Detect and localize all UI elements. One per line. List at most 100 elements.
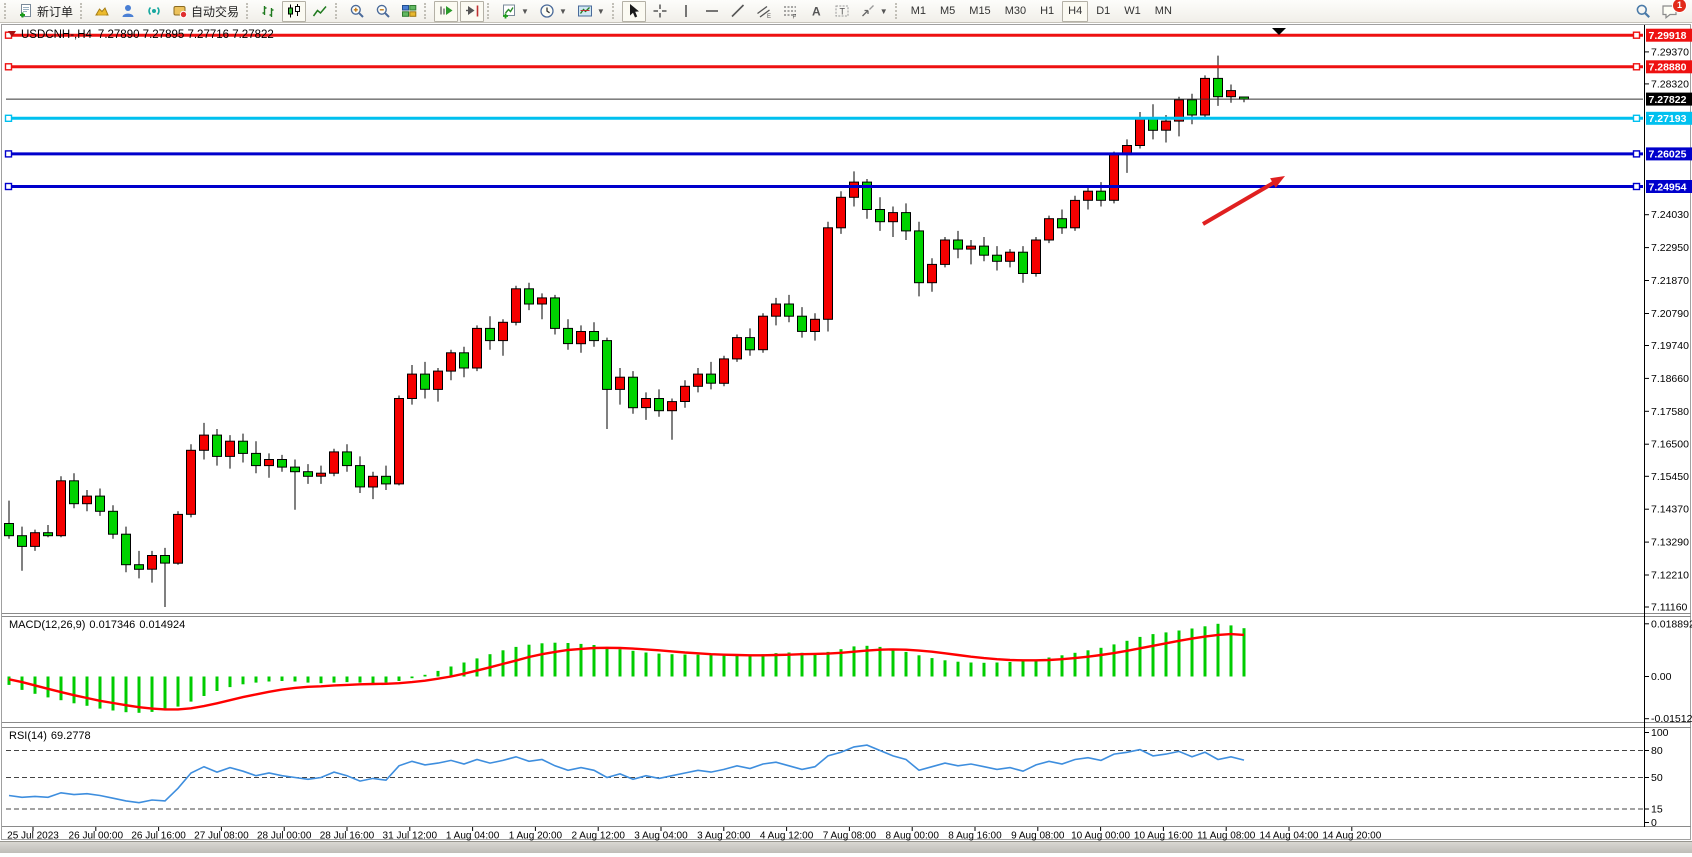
svg-text:7.17580: 7.17580 xyxy=(1651,406,1689,418)
line-chart-mode-button[interactable] xyxy=(308,1,332,22)
new-chart-icon xyxy=(501,3,517,19)
new-order-label: 新订单 xyxy=(37,3,73,20)
vertical-line-tool-button[interactable] xyxy=(674,1,698,22)
svg-text:28 Jul 16:00: 28 Jul 16:00 xyxy=(320,831,375,842)
svg-text:7.24030: 7.24030 xyxy=(1651,209,1689,221)
chart-shift-button[interactable] xyxy=(460,1,484,22)
zoom-out-button[interactable] xyxy=(371,1,395,22)
line-handle[interactable] xyxy=(6,184,12,190)
line-handle[interactable] xyxy=(1634,115,1640,121)
shapes-tool-button[interactable]: ▼ xyxy=(856,1,892,22)
tf-m30-label: M30 xyxy=(1005,5,1026,17)
toolbar-grip xyxy=(4,3,9,19)
timeframe-button-w1[interactable]: W1 xyxy=(1118,1,1147,22)
timeframe-button-h4[interactable]: H4 xyxy=(1062,1,1088,22)
svg-text:31 Jul 12:00: 31 Jul 12:00 xyxy=(383,831,438,842)
svg-text:8 Aug 00:00: 8 Aug 00:00 xyxy=(886,831,940,842)
timeframe-button-m30[interactable]: M30 xyxy=(999,1,1032,22)
fibonacci-tool-button[interactable]: F xyxy=(778,1,802,22)
timeframe-button-m1[interactable]: M1 xyxy=(905,1,932,22)
search-button[interactable] xyxy=(1631,1,1655,22)
auto-scroll-button[interactable] xyxy=(434,1,458,22)
svg-text:1 Aug 20:00: 1 Aug 20:00 xyxy=(509,831,563,842)
toolbar-grip xyxy=(895,3,900,19)
timeframe-button-m5[interactable]: M5 xyxy=(934,1,961,22)
new-order-button[interactable]: 新订单 xyxy=(14,1,77,22)
line-handle[interactable] xyxy=(1634,151,1640,157)
tf-d1-label: D1 xyxy=(1096,5,1110,17)
price-tag-7.27193: 7.27193 xyxy=(1646,112,1692,125)
trendline-tool-icon xyxy=(730,3,746,19)
svg-text:15: 15 xyxy=(1651,804,1663,816)
chevron-down-icon[interactable]: ▼ xyxy=(521,7,529,16)
svg-text:7.26025: 7.26025 xyxy=(1649,149,1687,161)
horizontal-line-tool-button[interactable] xyxy=(700,1,724,22)
svg-text:7.12210: 7.12210 xyxy=(1651,570,1689,582)
horizontal-line-tool-icon xyxy=(704,3,720,19)
profiles-button[interactable]: ▼ xyxy=(535,1,571,22)
tf-h1-label: H1 xyxy=(1040,5,1054,17)
chevron-down-icon[interactable]: ▼ xyxy=(559,7,567,16)
tile-windows-button[interactable] xyxy=(397,1,421,22)
svg-text:80: 80 xyxy=(1651,745,1663,757)
crosshair-tool-button[interactable] xyxy=(648,1,672,22)
chevron-down-icon[interactable]: ▼ xyxy=(880,7,888,16)
svg-text:3 Aug 20:00: 3 Aug 20:00 xyxy=(697,831,751,842)
new-chart-button[interactable]: ▼ xyxy=(497,1,533,22)
svg-text:7.14370: 7.14370 xyxy=(1651,504,1689,516)
timeframe-button-mn[interactable]: MN xyxy=(1149,1,1178,22)
svg-text:T: T xyxy=(839,7,845,17)
timeframe-button-m15[interactable]: M15 xyxy=(963,1,996,22)
candlestick-mode-button[interactable] xyxy=(282,1,306,22)
price-tag-7.29918: 7.29918 xyxy=(1646,29,1692,42)
cursor-tool-icon xyxy=(626,3,642,19)
mql5-community-icon xyxy=(120,3,136,19)
label-tool-button[interactable]: T xyxy=(830,1,854,22)
zoom-in-button[interactable] xyxy=(345,1,369,22)
current-price-tag: 7.27822 xyxy=(1646,93,1692,106)
svg-text:14 Aug 20:00: 14 Aug 20:00 xyxy=(1322,831,1381,842)
notifications-button[interactable]: 1 xyxy=(1657,1,1683,22)
chevron-down-icon[interactable]: ▼ xyxy=(597,7,605,16)
svg-text:7.27193: 7.27193 xyxy=(1649,113,1687,125)
svg-text:7.27822: 7.27822 xyxy=(1649,94,1687,106)
price-tag-7.26025: 7.26025 xyxy=(1646,147,1692,160)
line-handle[interactable] xyxy=(1634,184,1640,190)
tf-m1-label: M1 xyxy=(911,5,926,17)
bar-chart-mode-button[interactable] xyxy=(256,1,280,22)
svg-text:26 Jul 00:00: 26 Jul 00:00 xyxy=(69,831,124,842)
line-handle[interactable] xyxy=(1634,32,1640,38)
svg-text:2 Aug 12:00: 2 Aug 12:00 xyxy=(572,831,626,842)
mql5-market-button[interactable] xyxy=(90,1,114,22)
timeframe-button-h1[interactable]: H1 xyxy=(1034,1,1060,22)
signals-button[interactable] xyxy=(142,1,166,22)
svg-text:7.22950: 7.22950 xyxy=(1651,242,1689,254)
svg-text:7.15450: 7.15450 xyxy=(1651,471,1689,483)
svg-text:26 Jul 16:00: 26 Jul 16:00 xyxy=(131,831,186,842)
vertical-line-tool-icon xyxy=(678,3,694,19)
toolbar-grip xyxy=(424,3,429,19)
channel-tool-button[interactable]: E xyxy=(752,1,776,22)
line-handle[interactable] xyxy=(1634,64,1640,70)
cursor-tool-button[interactable] xyxy=(622,1,646,22)
line-handle[interactable] xyxy=(6,151,12,157)
auto-trading-button[interactable]: 自动交易 xyxy=(168,1,243,22)
line-handle[interactable] xyxy=(6,115,12,121)
line-handle[interactable] xyxy=(6,64,12,70)
templates-button[interactable]: ▼ xyxy=(573,1,609,22)
svg-text:27 Jul 08:00: 27 Jul 08:00 xyxy=(194,831,249,842)
svg-text:100: 100 xyxy=(1651,727,1669,739)
svg-text:7.21870: 7.21870 xyxy=(1651,275,1689,287)
timeframe-button-d1[interactable]: D1 xyxy=(1090,1,1116,22)
notification-badge: 1 xyxy=(1672,0,1687,13)
svg-text:7.18660: 7.18660 xyxy=(1651,373,1689,385)
trendline-tool-button[interactable] xyxy=(726,1,750,22)
svg-text:14 Aug 04:00: 14 Aug 04:00 xyxy=(1260,831,1319,842)
mql5-community-button[interactable] xyxy=(116,1,140,22)
signals-icon xyxy=(146,3,162,19)
text-tool-button[interactable]: A xyxy=(804,1,828,22)
crosshair-tool-icon xyxy=(652,3,668,19)
